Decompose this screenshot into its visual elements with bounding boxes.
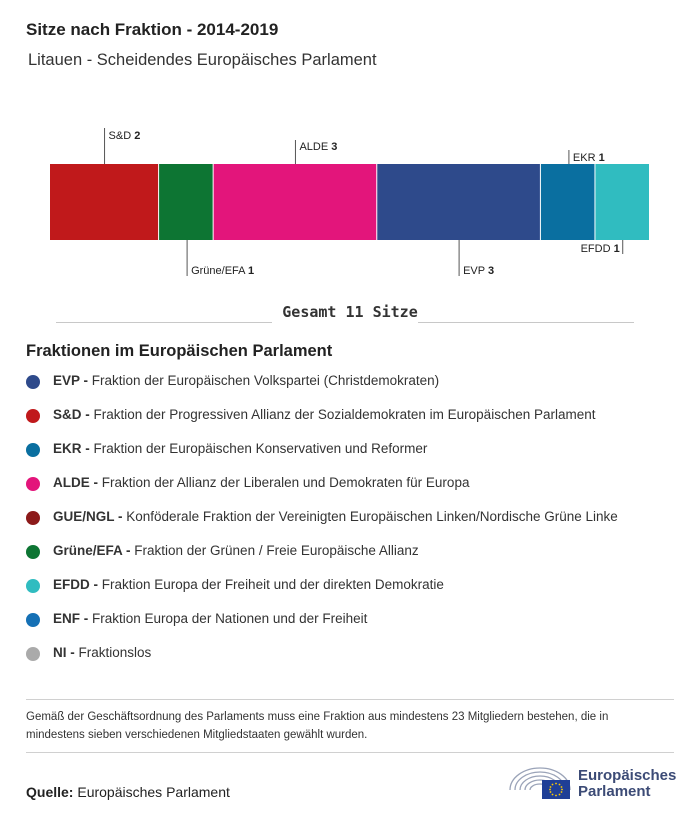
legend-item-text: ENF - Fraktion Europa der Nationen und d…: [53, 611, 367, 626]
ep-logo-wordmark: Europäisches Parlament: [578, 768, 676, 800]
legend-color-dot-icon: [26, 409, 40, 423]
legend-color-dot-icon: [26, 613, 40, 627]
bar-segment-gr-ne-efa: [159, 164, 213, 240]
legend-item-description: Fraktion der Europäischen Volkspartei (C…: [88, 373, 440, 388]
total-divider-right: [418, 322, 634, 323]
legend-title: Fraktionen im Europäischen Parlament: [26, 342, 333, 360]
legend-item-abbr: GUE/NGL -: [53, 509, 123, 524]
total-divider-left: [56, 322, 272, 323]
parliament-hemicycle-icon: [509, 767, 571, 799]
legend-item-description: Fraktionslos: [74, 645, 152, 660]
chart-title: Sitze nach Fraktion - 2014-2019: [26, 20, 279, 39]
legend-item-abbr: Grüne/EFA -: [53, 543, 131, 558]
ep-logo: Europäisches Parlament: [506, 762, 678, 802]
legend-item-description: Fraktion der Europäischen Konservativen …: [89, 441, 428, 456]
legend-item-description: Fraktion Europa der Freiheit und der dir…: [98, 577, 444, 592]
legend-item-description: Fraktion der Progressiven Allianz der So…: [89, 407, 596, 422]
ep-logo-line2: Parlament: [578, 783, 651, 800]
legend-color-dot-icon: [26, 511, 40, 525]
seat-label-gr-ne-efa: Grüne/EFA 1: [191, 265, 254, 277]
legend-item-text: EVP - Fraktion der Europäischen Volkspar…: [53, 373, 439, 388]
source-text: Europäisches Parlament: [77, 784, 230, 800]
seat-label-alde: ALDE 3: [299, 141, 337, 153]
ep-logo-line1: Europäisches: [578, 767, 677, 784]
legend-item-abbr: EVP -: [53, 373, 89, 388]
legend-item-abbr: ALDE -: [53, 475, 98, 490]
source-line: Quelle: Europäisches Parlament: [26, 784, 230, 800]
legend-item-abbr: EFDD -: [53, 577, 98, 592]
footnote-divider-top: [26, 699, 674, 700]
legend-item-text: EKR - Fraktion der Europäischen Konserva…: [53, 441, 427, 456]
legend-color-dot-icon: [26, 579, 40, 593]
chart-subtitle: Litauen - Scheidendes Europäisches Parla…: [28, 51, 377, 69]
bar-segment-evp: [377, 164, 540, 240]
footnote-divider-bottom: [26, 752, 674, 753]
legend-item-description: Fraktion der Grünen / Freie Europäische …: [130, 543, 419, 558]
seat-label-efdd: EFDD 1: [581, 243, 620, 255]
legend-color-dot-icon: [26, 477, 40, 491]
legend-item-description: Fraktion Europa der Nationen und der Fre…: [88, 611, 368, 626]
total-seats-label: Gesamt 11 Sitze: [282, 303, 418, 321]
legend-item-description: Konföderale Fraktion der Vereinigten Eur…: [122, 509, 618, 524]
legend-item-text: NI - Fraktionslos: [53, 645, 151, 660]
legend-color-dot-icon: [26, 647, 40, 661]
seat-label-ekr: EKR 1: [573, 152, 605, 164]
legend-item-description: Fraktion der Allianz der Liberalen und D…: [98, 475, 470, 490]
legend-item-text: EFDD - Fraktion Europa der Freiheit und …: [53, 577, 444, 592]
legend-item-text: S&D - Fraktion der Progressiven Allianz …: [53, 407, 596, 422]
source-label: Quelle:: [26, 784, 74, 800]
legend-color-dot-icon: [26, 375, 40, 389]
bar-segment-ekr: [540, 164, 595, 240]
legend-color-dot-icon: [26, 443, 40, 457]
legend-item-abbr: ENF -: [53, 611, 89, 626]
footnote: Gemäß der Geschäftsordnung des Parlament…: [26, 711, 609, 741]
legend-item-abbr: S&D -: [53, 407, 90, 422]
bar-segment-s-d: [50, 164, 159, 240]
seat-label-evp: EVP 3: [463, 265, 494, 277]
legend-color-dot-icon: [26, 545, 40, 559]
legend-item-text: GUE/NGL - Konföderale Fraktion der Verei…: [53, 509, 618, 524]
seat-bar-chart: S&D 2 Grüne/EFA 1 ALDE 3 EVP 3 EKR 1 EFDD 1: [50, 128, 649, 277]
legend-item-abbr: EKR -: [53, 441, 90, 456]
legend-item-text: Grüne/EFA - Fraktion der Grünen / Freie …: [53, 543, 419, 558]
legend-item-text: ALDE - Fraktion der Allianz der Liberale…: [53, 475, 469, 490]
legend-item-abbr: NI -: [53, 645, 75, 660]
bar-segment-efdd: [595, 164, 649, 240]
bar-segment-alde: [213, 164, 377, 240]
seat-label-s-d: S&D 2: [109, 130, 141, 142]
